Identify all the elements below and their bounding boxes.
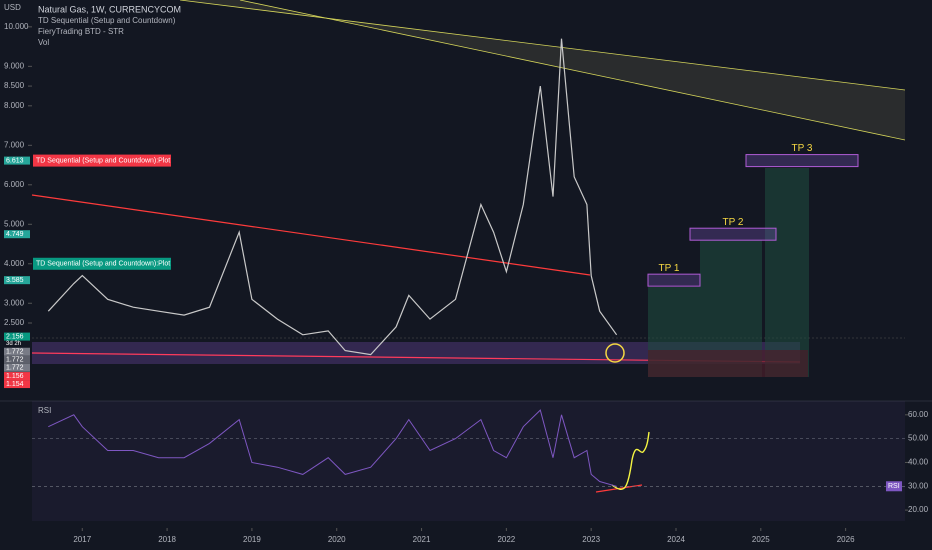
indicator-label: TD Sequential (Setup and Countdown) <box>38 16 176 25</box>
target-box <box>647 273 701 287</box>
price-badge <box>4 332 30 341</box>
target-label: TP 2 <box>723 217 744 228</box>
td-label-bg <box>33 154 171 167</box>
td-label-bg <box>33 257 171 270</box>
target-label: TP 3 <box>792 143 813 154</box>
y-tick-label: 4.000 <box>4 259 25 268</box>
channel-line <box>239 0 906 141</box>
rsi-badge-label: RSI <box>888 483 900 490</box>
trend-line <box>31 194 591 276</box>
y-tick-label: 8.500 <box>4 81 25 90</box>
stop-zone <box>648 350 808 377</box>
x-tick-label: 2017 <box>73 535 91 544</box>
price-badge <box>4 230 30 239</box>
price-badge <box>4 276 30 285</box>
x-tick-label: 2025 <box>752 535 770 544</box>
rsi-tick-label: 30.00 <box>908 481 929 490</box>
rsi-badge <box>886 481 902 492</box>
x-tick-label: 2022 <box>497 535 515 544</box>
y-tick-label: 8.000 <box>4 101 25 110</box>
y-tick-label: 10.000 <box>4 22 29 31</box>
y-tick-label: 3.000 <box>4 298 25 307</box>
price-line <box>47 38 618 356</box>
x-tick-label: 2021 <box>413 535 431 544</box>
rsi-line <box>48 409 617 487</box>
price-badge-label: 4.749 <box>6 231 24 238</box>
rsi-tick-label: 40.00 <box>908 458 929 467</box>
target-label: TP 1 <box>659 263 680 274</box>
rsi-tick-label: 20.00 <box>908 505 929 514</box>
highlight-circle <box>605 343 625 363</box>
channel-line <box>179 0 906 91</box>
indicator-label: Vol <box>38 38 49 47</box>
x-tick-label: 2018 <box>158 535 176 544</box>
price-badge <box>4 380 30 389</box>
price-badge <box>4 372 30 381</box>
y-tick-label: 2.500 <box>4 318 25 327</box>
y-tick-label: 6.000 <box>4 180 25 189</box>
price-badge-label: 3.585 <box>6 277 24 284</box>
price-badge-label: 2.156 <box>6 333 24 340</box>
x-tick-label: 2026 <box>837 535 855 544</box>
price-badge <box>4 156 30 165</box>
x-tick-label: 2019 <box>243 535 261 544</box>
target-box <box>689 227 777 241</box>
projection-curve <box>611 431 650 490</box>
rsi-label: RSI <box>38 406 51 415</box>
x-tick-label: 2024 <box>667 535 685 544</box>
countdown: 3d 2h <box>6 341 21 347</box>
price-badge <box>4 347 30 356</box>
y-tick-label: 7.000 <box>4 140 25 149</box>
price-badge-label: 6.613 <box>6 157 24 164</box>
rsi-tick-label: 50.00 <box>908 434 929 443</box>
price-badge-label: 1.154 <box>6 381 24 388</box>
price-badge <box>4 355 30 364</box>
price-badge-label: 1.156 <box>6 373 24 380</box>
price-badge-label: 1.772 <box>6 357 24 364</box>
chart-title: Natural Gas, 1W, CURRENCYCOM <box>38 4 181 14</box>
target-zone <box>765 168 809 377</box>
x-tick-label: 2023 <box>582 535 600 544</box>
axis-unit: USD <box>4 3 21 12</box>
price-badge-label: 1.772 <box>6 365 24 372</box>
target-box <box>745 154 859 168</box>
price-badge-label: 1.772 <box>6 349 24 356</box>
rsi-band <box>32 401 905 521</box>
x-tick-label: 2020 <box>328 535 346 544</box>
td-label: TD Sequential (Setup and Countdown):Plot <box>36 261 170 268</box>
time-axis <box>0 528 932 550</box>
y-tick-label: 5.000 <box>4 219 25 228</box>
y-tick-label: 9.000 <box>4 61 25 70</box>
price-badge <box>4 363 30 372</box>
rsi-tick-label: 60.00 <box>908 410 929 419</box>
indicator-label: FieryTrading BTD - STR <box>38 27 124 36</box>
td-label: TD Sequential (Setup and Countdown):Plot <box>36 157 170 164</box>
